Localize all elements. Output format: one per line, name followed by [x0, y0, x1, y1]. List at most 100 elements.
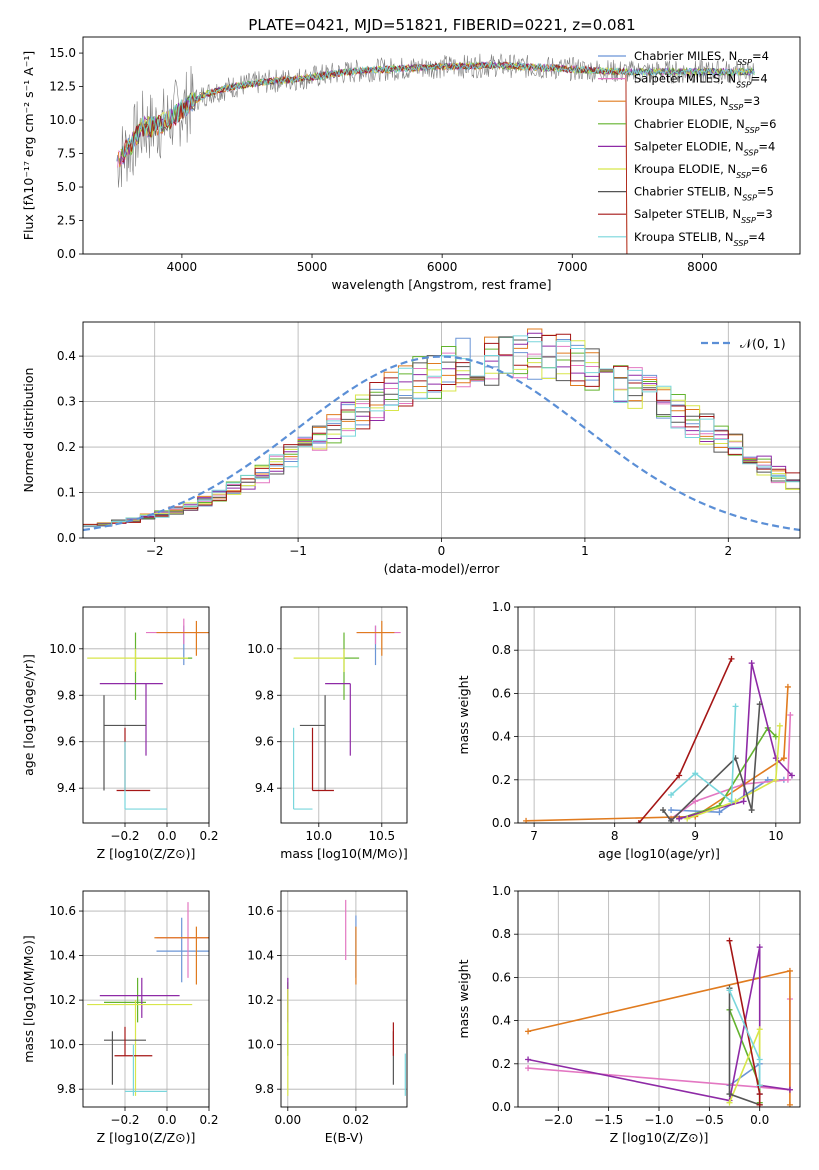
y-axis-label: age [log10(age/yr)] [21, 654, 36, 776]
y-tick-label: 0.2 [492, 1057, 511, 1071]
data-marker [784, 683, 791, 690]
x-tick-label: 0.0 [157, 1113, 176, 1127]
gridlines [281, 891, 407, 1107]
x-tick-label: 1 [581, 544, 589, 558]
data-marker [726, 1099, 733, 1106]
y-tick-label: 10.4 [247, 949, 274, 963]
y-tick-label: 1.0 [492, 600, 511, 614]
y-tick-label: 0.6 [492, 686, 511, 700]
legend-count: =4 [751, 72, 768, 86]
x-tick-label: −1 [289, 544, 307, 558]
gridlines [518, 890, 800, 1108]
y-tick-label: 10.6 [247, 904, 274, 918]
x-axis-label: Z [log10(Z/Z⊙)] [610, 1130, 709, 1145]
y-tick-label: 7.5 [57, 147, 76, 161]
data-marker [692, 770, 699, 777]
x-axis-label: age [log10(age/yr)] [598, 846, 720, 861]
legend-subscript: SSP [729, 103, 744, 112]
data-marker [748, 660, 755, 667]
x-axis-label: (data-model)/error [384, 561, 501, 576]
data-marker [635, 820, 642, 823]
legend-subscript: SSP [736, 80, 751, 89]
legend-label: 𝒩(0, 1) [740, 336, 786, 351]
y-tick-label: 1.0 [492, 884, 511, 898]
x-tick-label: 0.00 [274, 1113, 301, 1127]
data-marker [772, 733, 779, 740]
y-tick-label: 0.4 [492, 730, 511, 744]
x-tick-label: −2 [146, 544, 164, 558]
y-tick-label: 10.4 [49, 949, 76, 963]
x-tick-label: 10.0 [305, 829, 332, 843]
x-tick-label: 0.02 [343, 1113, 370, 1127]
legend-count: =4 [758, 139, 775, 153]
y-tick-label: 10.6 [49, 904, 76, 918]
model-spectrum-line [121, 60, 755, 157]
x-tick-label: 8 [611, 829, 619, 843]
weight-line [728, 1028, 761, 1104]
legend-count: =5 [757, 185, 774, 199]
legend-subscript: SSP [736, 171, 751, 180]
data-marker [784, 776, 791, 783]
data-marker [756, 1091, 763, 1098]
y-tick-label: 9.6 [255, 735, 274, 749]
data-marker [692, 798, 699, 805]
legend-label: Chabrier MILES, NSSP=4 [634, 49, 769, 67]
y-axis-label: mass [log10(M/M⊙)] [21, 935, 36, 1063]
x-tick-label: −1.5 [594, 1113, 623, 1127]
legend-subscript: SSP [744, 148, 759, 157]
y-tick-label: 10.0 [49, 642, 76, 656]
x-axis-label: Z [log10(Z/Z⊙)] [97, 1130, 196, 1145]
x-tick-label: 6000 [427, 260, 458, 274]
plot-frame [517, 890, 801, 1108]
legend-label: Kroupa MILES, NSSP=3 [634, 94, 760, 112]
y-tick-label: 12.5 [49, 80, 76, 94]
x-axis-label: E(B-V) [325, 1130, 364, 1145]
plot-area [83, 328, 800, 538]
model-spectrum-line [122, 60, 628, 254]
legend-subscript: SSP [745, 125, 760, 134]
data-marker [772, 776, 779, 783]
figure-title: PLATE=0421, MJD=51821, FIBERID=0221, z=0… [248, 16, 635, 34]
normal-curve [83, 355, 800, 532]
plot-area [523, 655, 795, 823]
mass-vs-extinction-panel: 0.00 0.02 9.8 10.0 10.2 10.4 10.6 E(B-V) [247, 890, 408, 1145]
x-tick-label: 4000 [167, 260, 198, 274]
legend-count: =4 [748, 230, 765, 244]
weight-line [678, 663, 793, 820]
gridlines [518, 606, 800, 824]
plot-frame [82, 36, 801, 255]
y-axis-label: Normed distribution [21, 368, 36, 493]
model-spectrum-line [122, 60, 755, 157]
legend-label: Salpeter MILES, NSSP=4 [634, 72, 768, 90]
x-tick-label: 0.2 [199, 829, 218, 843]
weight-line [686, 725, 781, 820]
y-tick-label: 0.1 [57, 486, 76, 500]
x-tick-label: 0.2 [199, 1113, 218, 1127]
data-marker [726, 937, 733, 944]
legend-subscript: SSP [737, 58, 752, 67]
y-tick-label: 0.0 [57, 247, 76, 261]
x-tick-label: 2 [724, 544, 732, 558]
x-tick-label: −1.0 [644, 1113, 673, 1127]
y-tick-label: 0.8 [492, 927, 511, 941]
mass-vs-metallicity-panel: −0.2 0.0 0.2 9.8 10.0 10.2 10.4 10.6 Z [log10(Z/… [21, 890, 219, 1145]
legend-label: Kroupa ELODIE, NSSP=6 [634, 162, 768, 180]
x-tick-label: 10 [768, 829, 783, 843]
data-marker [740, 798, 747, 805]
y-tick-label: 9.8 [255, 688, 274, 702]
data-marker [726, 987, 733, 994]
data-marker [728, 798, 735, 805]
legend-subscript: SSP [741, 216, 756, 225]
plot-area [87, 902, 209, 1096]
plot-area [525, 937, 793, 1107]
data-marker [676, 815, 683, 822]
data-marker [786, 1086, 793, 1093]
y-axis-label: mass weight [456, 675, 471, 754]
x-tick-label: −2.0 [544, 1113, 573, 1127]
age-vs-metallicity-panel: −0.2 0.0 0.2 9.4 9.6 9.8 10.0 Z [log10(Z/Z⊙)] ag… [21, 606, 219, 861]
residual-histogram [83, 332, 800, 538]
data-marker [716, 809, 723, 816]
x-tick-label: 0 [438, 544, 446, 558]
y-tick-label: 0.0 [492, 1100, 511, 1114]
